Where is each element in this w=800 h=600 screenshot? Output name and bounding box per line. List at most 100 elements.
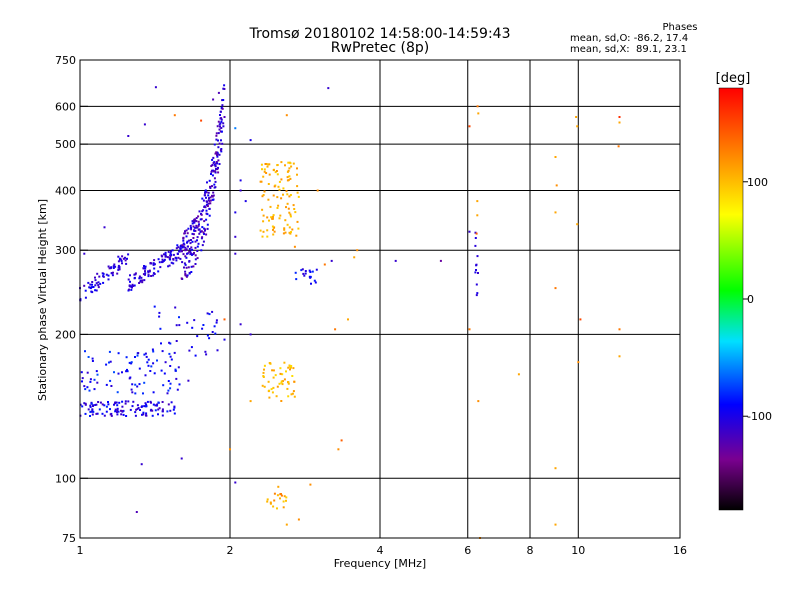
data-point — [103, 404, 106, 407]
data-point — [297, 518, 300, 521]
data-point — [160, 369, 163, 372]
data-point — [287, 382, 290, 385]
data-point — [89, 405, 92, 408]
data-point — [169, 365, 172, 367]
data-point — [218, 163, 221, 165]
data-point — [223, 318, 226, 321]
data-point — [124, 400, 127, 403]
data-point — [178, 316, 180, 319]
data-point — [220, 120, 223, 123]
data-point — [186, 252, 188, 255]
data-point — [205, 191, 208, 194]
data-point — [181, 261, 184, 264]
data-point — [205, 218, 208, 221]
data-point — [330, 259, 333, 262]
data-point — [277, 185, 280, 188]
data-point — [220, 127, 223, 129]
data-point — [618, 328, 621, 331]
data-point — [194, 263, 197, 265]
data-point — [121, 262, 123, 265]
data-point — [267, 380, 270, 383]
data-point — [101, 412, 104, 415]
data-point — [285, 114, 288, 117]
data-point — [186, 232, 189, 235]
data-point — [220, 130, 223, 133]
data-point — [286, 223, 289, 226]
data-point — [103, 226, 106, 229]
data-point — [184, 230, 186, 233]
data-point — [260, 163, 263, 166]
data-point — [114, 408, 117, 411]
data-point — [281, 380, 284, 383]
data-point — [269, 362, 272, 365]
data-point — [200, 119, 203, 122]
data-point — [204, 191, 206, 194]
data-point — [145, 414, 147, 417]
data-point — [261, 168, 263, 171]
data-point — [161, 408, 164, 411]
data-point — [171, 249, 174, 252]
data-point — [134, 272, 137, 275]
x-tick-label: 16 — [673, 544, 687, 557]
data-point — [292, 367, 295, 370]
data-point — [187, 266, 190, 269]
data-point — [99, 401, 102, 404]
data-point — [214, 180, 217, 183]
data-point — [127, 400, 130, 403]
data-point — [576, 125, 579, 128]
data-point — [205, 196, 207, 199]
data-point — [200, 249, 203, 252]
data-point — [280, 178, 283, 181]
data-point — [288, 167, 291, 170]
data-point — [158, 407, 161, 410]
data-point — [249, 139, 252, 142]
data-point — [276, 164, 279, 167]
data-point — [218, 123, 221, 126]
data-point — [172, 258, 175, 261]
data-point — [212, 194, 215, 197]
data-point — [192, 219, 195, 222]
data-point — [234, 252, 237, 255]
data-point — [91, 413, 94, 416]
data-point — [186, 321, 189, 324]
data-point — [234, 211, 237, 214]
data-point — [268, 163, 271, 166]
y-tick-label: 600 — [55, 100, 76, 113]
data-point — [95, 289, 98, 292]
data-point — [477, 112, 480, 115]
data-point — [112, 265, 115, 268]
data-point — [131, 391, 134, 394]
data-point — [272, 214, 275, 217]
data-point — [152, 403, 155, 406]
data-point — [182, 253, 185, 256]
data-point — [161, 255, 164, 258]
data-point — [127, 278, 130, 281]
data-point — [201, 244, 204, 247]
data-point — [202, 324, 205, 326]
data-point — [286, 387, 289, 390]
data-point — [280, 494, 283, 497]
data-point — [293, 395, 296, 398]
data-point — [158, 311, 161, 314]
chart-title: Tromsø 20180102 14:58:00-14:59:43 — [249, 26, 511, 42]
data-point — [192, 253, 195, 256]
data-point — [164, 255, 167, 258]
data-point — [249, 400, 252, 403]
data-point — [125, 262, 128, 265]
data-point — [283, 361, 286, 364]
data-point — [149, 262, 152, 264]
data-point — [170, 261, 173, 264]
data-point — [109, 360, 112, 363]
data-point — [300, 269, 303, 272]
data-point — [194, 254, 197, 257]
data-point — [93, 378, 96, 381]
data-point — [476, 255, 479, 258]
data-point — [84, 403, 87, 406]
data-point — [268, 389, 271, 392]
data-point — [221, 107, 224, 110]
data-point — [120, 413, 123, 416]
data-point — [179, 247, 182, 250]
data-point — [79, 403, 82, 406]
data-point — [196, 335, 199, 338]
data-point — [120, 260, 123, 262]
